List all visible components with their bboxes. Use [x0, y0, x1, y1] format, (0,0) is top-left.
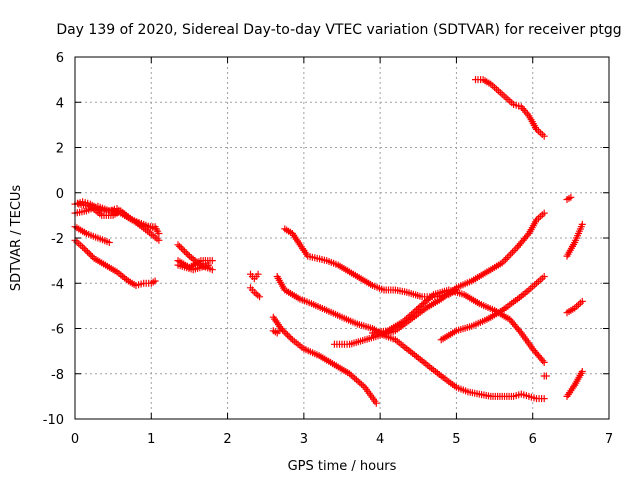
data-marks	[71, 76, 586, 407]
series-arc-h2	[563, 220, 586, 260]
series-arc-e1	[330, 209, 548, 348]
x-tick-label: 7	[605, 432, 613, 447]
series-arc-a5	[71, 236, 159, 289]
series-arc-d4	[269, 325, 285, 337]
y-tick-label: -6	[51, 323, 64, 338]
series-arc-f1	[472, 76, 548, 140]
point-markers	[563, 193, 575, 203]
x-tick-label: 5	[452, 432, 460, 447]
point-markers	[269, 325, 285, 337]
y-tick-label: 0	[56, 187, 64, 202]
point-markers	[330, 209, 548, 348]
series-arc-c1	[247, 270, 262, 283]
chart-title: Day 139 of 2020, Sidereal Day-to-day VTE…	[56, 22, 621, 38]
point-markers	[472, 76, 548, 140]
y-tick-label: -2	[51, 232, 64, 247]
x-tick-label: 1	[147, 432, 155, 447]
axis-ticks: 0 1 2 3 4 5 6 7 -10 -8 -6 -4 -2 0 2 4 6	[43, 51, 613, 447]
point-markers	[540, 372, 550, 380]
y-axis-label: SDTVAR / TECUs	[9, 185, 24, 292]
point-markers	[75, 200, 163, 237]
series-arc-a3	[75, 200, 163, 237]
x-tick-label: 3	[300, 432, 308, 447]
point-markers	[247, 284, 264, 301]
point-markers	[174, 261, 212, 274]
series-arc-h3	[563, 297, 586, 317]
series-arc-b3	[174, 261, 212, 274]
point-markers	[437, 273, 548, 344]
x-tick-label: 6	[529, 432, 537, 447]
x-axis-label: GPS time / hours	[288, 459, 397, 474]
y-tick-label: -4	[51, 277, 64, 292]
point-markers	[247, 270, 262, 283]
y-tick-label: -8	[51, 368, 64, 383]
y-tick-label: 6	[56, 51, 64, 66]
series-arc-h4	[563, 368, 586, 400]
point-markers	[281, 225, 460, 301]
series-arc-e3	[437, 273, 548, 344]
point-markers	[563, 297, 586, 317]
series-arc-d1	[281, 225, 460, 301]
point-markers	[563, 220, 586, 260]
point-markers	[563, 368, 586, 400]
point-markers	[71, 236, 159, 289]
x-tick-label: 0	[71, 432, 79, 447]
y-tick-label: -10	[43, 413, 64, 428]
series-arc-g1	[540, 372, 550, 380]
series-arc-c2	[247, 284, 264, 301]
series-arc-d2	[273, 273, 548, 403]
series-arc-h1	[563, 193, 575, 203]
y-tick-label: 2	[56, 142, 64, 157]
y-tick-label: 4	[56, 96, 64, 111]
point-markers	[273, 273, 548, 403]
x-tick-label: 4	[376, 432, 384, 447]
x-tick-label: 2	[223, 432, 231, 447]
